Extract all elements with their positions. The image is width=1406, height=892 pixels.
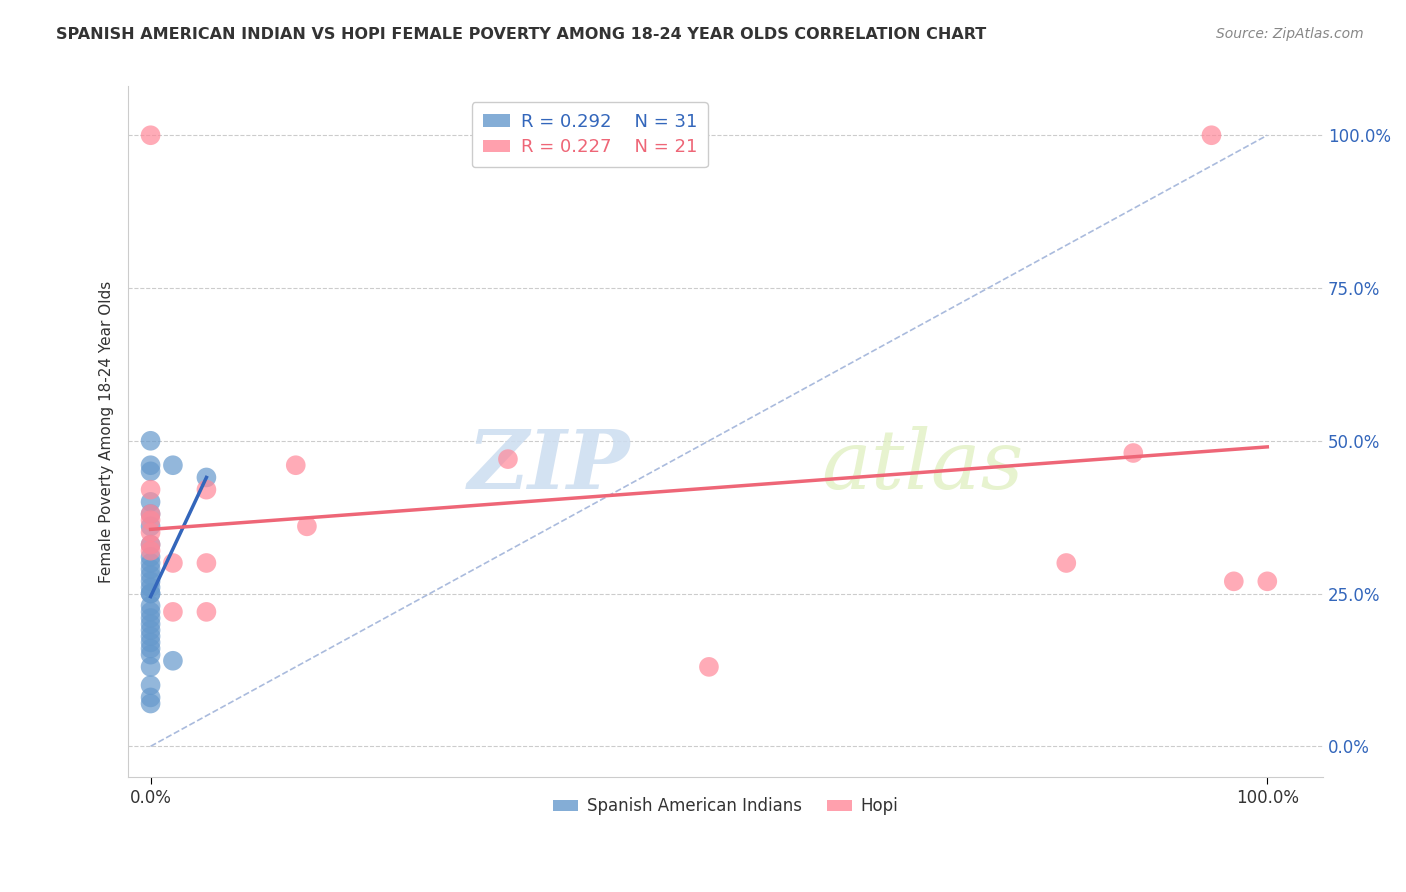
Point — [139, 507, 162, 521]
Point — [139, 697, 162, 711]
Point — [1223, 574, 1246, 589]
Point — [139, 599, 162, 613]
Text: SPANISH AMERICAN INDIAN VS HOPI FEMALE POVERTY AMONG 18-24 YEAR OLDS CORRELATION: SPANISH AMERICAN INDIAN VS HOPI FEMALE P… — [56, 27, 987, 42]
Point — [139, 641, 162, 656]
Point — [139, 434, 162, 448]
Point — [139, 495, 162, 509]
Point — [139, 586, 162, 600]
Point — [139, 624, 162, 638]
Point — [195, 470, 218, 484]
Text: ZIP: ZIP — [467, 426, 630, 506]
Point — [139, 556, 162, 570]
Point — [139, 574, 162, 589]
Point — [139, 538, 162, 552]
Point — [139, 458, 162, 473]
Text: Source: ZipAtlas.com: Source: ZipAtlas.com — [1216, 27, 1364, 41]
Point — [162, 556, 184, 570]
Point — [1256, 574, 1278, 589]
Point — [162, 605, 184, 619]
Point — [139, 648, 162, 662]
Point — [139, 635, 162, 649]
Point — [139, 464, 162, 478]
Point — [1201, 128, 1223, 143]
Point — [284, 458, 307, 473]
Point — [195, 556, 218, 570]
Point — [139, 507, 162, 521]
Point — [139, 483, 162, 497]
Point — [139, 586, 162, 600]
Point — [139, 660, 162, 674]
Point — [139, 611, 162, 625]
Point — [195, 605, 218, 619]
Point — [139, 525, 162, 540]
Point — [162, 654, 184, 668]
Point — [139, 128, 162, 143]
Text: atlas: atlas — [821, 426, 1024, 506]
Point — [139, 690, 162, 705]
Point — [1054, 556, 1077, 570]
Point — [139, 513, 162, 527]
Point — [139, 568, 162, 582]
Point — [295, 519, 318, 533]
Point — [139, 605, 162, 619]
Point — [195, 483, 218, 497]
Point — [139, 519, 162, 533]
Point — [139, 538, 162, 552]
Point — [139, 543, 162, 558]
Y-axis label: Female Poverty Among 18-24 Year Olds: Female Poverty Among 18-24 Year Olds — [100, 280, 114, 582]
Point — [139, 581, 162, 595]
Point — [139, 617, 162, 632]
Legend: Spanish American Indians, Hopi: Spanish American Indians, Hopi — [546, 789, 907, 824]
Point — [162, 458, 184, 473]
Point — [139, 629, 162, 643]
Point — [697, 660, 720, 674]
Point — [139, 562, 162, 576]
Point — [139, 678, 162, 692]
Point — [139, 549, 162, 564]
Point — [496, 452, 519, 467]
Point — [1122, 446, 1144, 460]
